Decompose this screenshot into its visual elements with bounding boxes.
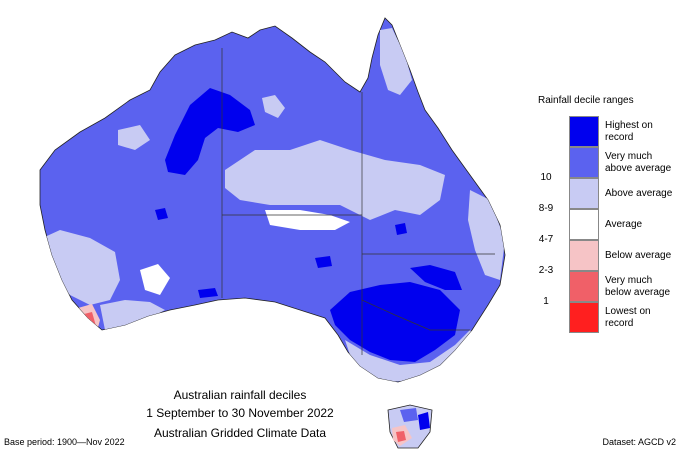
map-caption-title: Australian rainfall deciles	[173, 388, 307, 402]
legend-decile: 8-9	[538, 203, 554, 214]
region-highest-southeast	[330, 282, 460, 362]
legend-label-line: record	[605, 317, 634, 329]
legend-label-line: above average	[605, 162, 672, 174]
legend-label: Very much above average	[605, 151, 671, 175]
region-average-wa	[140, 264, 170, 295]
legend-swatch	[569, 302, 599, 333]
legend-swatch	[569, 240, 599, 271]
legend-swatch	[569, 116, 599, 147]
legend-label-line: Very much	[605, 150, 653, 162]
legend-label-line: Very much	[605, 274, 653, 286]
state-borders	[221, 48, 495, 355]
legend-label: Average	[605, 219, 642, 231]
region-above-average-west	[40, 230, 120, 305]
legend-label-line: Lowest on	[605, 305, 651, 317]
region-highest-spot-3	[395, 223, 407, 235]
region-above-average-north	[262, 95, 285, 118]
region-highest-northwest	[165, 88, 255, 175]
legend-label: Below average	[605, 250, 671, 262]
legend-swatch	[569, 178, 599, 209]
tasmania-very-much-below	[396, 431, 406, 442]
legend-label-line: below average	[605, 286, 671, 298]
region-above-average-cape-york	[380, 28, 412, 95]
legend-label: Lowest on record	[605, 306, 651, 330]
region-above-average-kimberley	[118, 125, 150, 150]
legend-label-line: Below average	[605, 249, 672, 261]
legend-swatch	[569, 271, 599, 302]
region-above-average-southwest	[100, 300, 165, 330]
map-caption-dataset: Australian Gridded Climate Data	[153, 426, 327, 440]
legend-swatch	[569, 147, 599, 178]
legend-decile: 1	[543, 296, 549, 307]
region-above-average-central	[225, 140, 445, 220]
region-highest-spot-2	[315, 256, 332, 268]
region-above-average-east-coast	[468, 190, 505, 280]
legend-decile: 10	[540, 172, 552, 183]
legend-label: Very much below average	[605, 275, 670, 299]
region-highest-qld	[410, 265, 462, 290]
region-highest-spot-1	[155, 208, 168, 220]
tasmania-highest	[418, 412, 430, 430]
legend-label-line: Average	[605, 218, 643, 230]
legend-label: Above average	[605, 188, 672, 200]
legend-decile: 2-3	[538, 265, 554, 276]
legend-decile: 4-7	[538, 234, 554, 245]
legend-label-line: record	[605, 131, 634, 143]
region-highest-spot-4	[198, 288, 218, 298]
legend-label-line: Highest on	[605, 119, 653, 131]
map-caption-period: 1 September to 30 November 2022	[146, 406, 334, 420]
legend-label-line: Above average	[605, 187, 673, 199]
dataset-note: Dataset: AGCD v2	[602, 437, 676, 447]
legend-swatch	[569, 209, 599, 240]
legend-label: Highest on record	[605, 120, 653, 144]
legend-title: Rainfall decile ranges	[538, 95, 634, 106]
tasmania-very-much-above	[400, 408, 418, 422]
base-period-note: Base period: 1900—Nov 2022	[4, 437, 125, 447]
